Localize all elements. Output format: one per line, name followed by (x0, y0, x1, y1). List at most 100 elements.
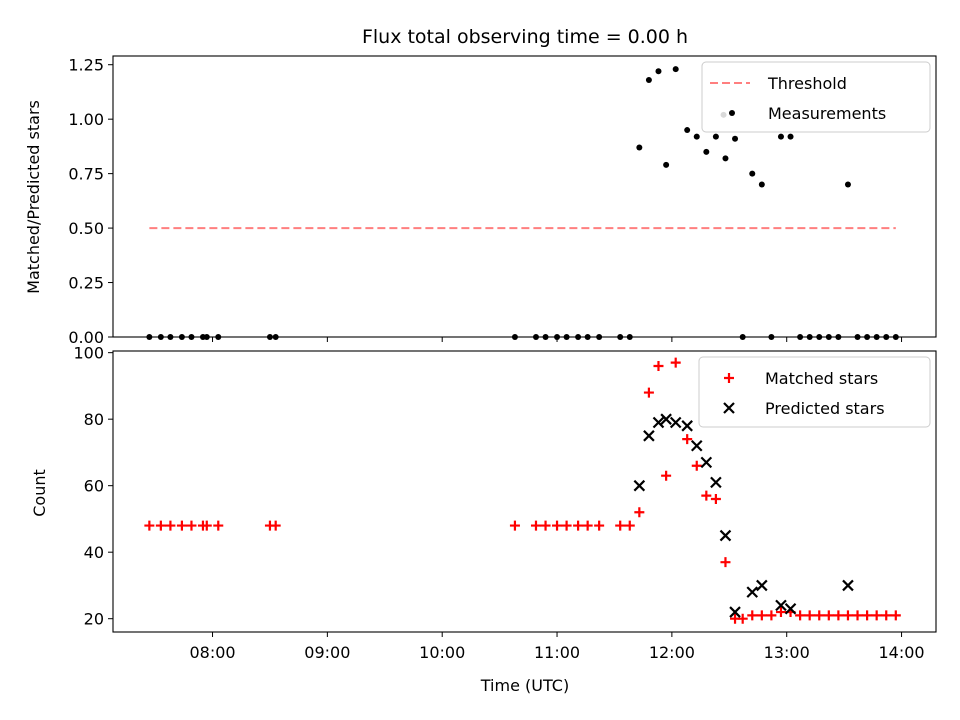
predicted-star-point (756, 579, 768, 592)
chart-title: Flux total observing time = 0.00 h (362, 26, 688, 48)
matched-star-point (756, 610, 767, 621)
measurement-point (636, 144, 643, 151)
y-tick-label: 1.25 (68, 56, 104, 75)
axes-frame (112, 350, 937, 633)
matched-star-point (661, 470, 672, 481)
matched-star-point (653, 360, 664, 371)
predicted-star-point (633, 479, 646, 492)
y-tick-label: 20 (84, 610, 104, 629)
y-tick-label: 80 (84, 410, 104, 429)
legend-marker-predicted (723, 402, 735, 414)
y-tick-label: 1.00 (68, 110, 104, 129)
matched-star-point (814, 610, 825, 621)
x-tick-label: 09:00 (304, 643, 350, 662)
matched-star-point (775, 607, 786, 618)
matched-star-point (573, 520, 584, 531)
y-tick-label: 40 (84, 543, 104, 562)
measurement-point (777, 133, 784, 140)
predicted-star-point (719, 529, 732, 542)
matched-star-point (833, 610, 844, 621)
predicted-star-point (729, 606, 741, 618)
matched-star-point (852, 610, 863, 621)
matched-star-point (624, 520, 635, 531)
matched-star-point (144, 520, 155, 531)
legend: Threshold Measurements (701, 61, 931, 133)
legend-label: Matched stars (765, 369, 878, 388)
measurement-point (684, 127, 691, 134)
matched-star-point (747, 610, 758, 621)
matched-star-point (737, 613, 748, 624)
measurement-point (749, 170, 756, 177)
series-matched-stars (144, 357, 901, 624)
panel-1: 0.00 0.25 0.50 0.75 1.00 1.25 Threshold Measure… (68, 55, 937, 347)
predicted-star-point (660, 413, 672, 425)
matched-star-point (871, 610, 882, 621)
measurement-point (844, 181, 851, 188)
matched-star-point (670, 357, 681, 368)
axes-frame (112, 55, 937, 338)
predicted-star-point (746, 586, 759, 598)
matched-star-point (862, 610, 873, 621)
matched-star-point (615, 520, 626, 531)
x-tick-label: 13:00 (764, 643, 810, 662)
y-tick-label: 60 (84, 477, 104, 496)
y-tick-label: 0.75 (68, 165, 104, 184)
matched-star-point (710, 493, 721, 504)
legend-label: Threshold (767, 74, 847, 93)
matched-star-point (201, 520, 212, 531)
matched-star-point (540, 520, 551, 531)
legend-marker-measurements (729, 110, 735, 116)
matched-star-point (582, 520, 593, 531)
y-tick-label: 0.50 (68, 219, 104, 238)
measurement-point (703, 148, 710, 155)
x-tick-label: 14:00 (878, 643, 924, 662)
matched-star-point (766, 610, 777, 621)
predicted-star-point (784, 602, 797, 615)
matched-star-point (795, 610, 806, 621)
predicted-star-point (842, 579, 854, 592)
measurement-point (655, 68, 662, 75)
top-y-axis-label: Matched/Predicted stars (24, 100, 43, 294)
measurement-point (672, 66, 679, 73)
matched-star-point (643, 387, 654, 398)
bottom-y-axis-label: Count (30, 469, 49, 517)
legend-label: Predicted stars (765, 399, 885, 418)
measurement-point (712, 133, 719, 140)
matched-star-point (682, 434, 693, 445)
x-tick-label: 10:00 (419, 643, 465, 662)
y-tick-label: 0.00 (68, 328, 104, 347)
x-axis-label: Time (UTC) (480, 676, 569, 695)
matched-star-point (176, 520, 187, 531)
matched-star-point (155, 520, 166, 531)
predicted-star-point (643, 430, 655, 442)
predicted-star-point (681, 420, 693, 432)
measurement-point (645, 76, 652, 83)
legend-box (701, 61, 931, 133)
matched-star-point (530, 520, 541, 531)
legend: Matched stars Predicted stars (698, 356, 931, 428)
matched-star-point (165, 520, 176, 531)
matched-star-point (186, 520, 197, 531)
matched-star-point (561, 520, 572, 531)
measurement-point (732, 135, 739, 142)
x-tick-label: 12:00 (649, 643, 695, 662)
matched-star-point (804, 610, 815, 621)
measurement-point (663, 161, 670, 168)
predicted-star-point (690, 439, 703, 452)
legend-label: Measurements (768, 104, 886, 123)
measurement-point (693, 133, 700, 140)
panel-2: 20 40 60 80 100 08:00 09:00 10:00 11:00 12:00 13:0… (73, 344, 937, 662)
y-tick-label: 100 (73, 344, 104, 363)
predicted-star-point (710, 476, 722, 489)
matched-star-point (691, 460, 702, 471)
legend-marker-matched (724, 373, 734, 383)
matched-star-point (881, 610, 892, 621)
matched-star-point (552, 520, 563, 531)
matched-star-point (270, 520, 281, 531)
series-predicted-stars (633, 413, 854, 618)
measurement-point (722, 155, 729, 162)
matched-star-point (701, 490, 712, 501)
predicted-star-point (652, 416, 665, 429)
matched-star-point (890, 610, 901, 621)
